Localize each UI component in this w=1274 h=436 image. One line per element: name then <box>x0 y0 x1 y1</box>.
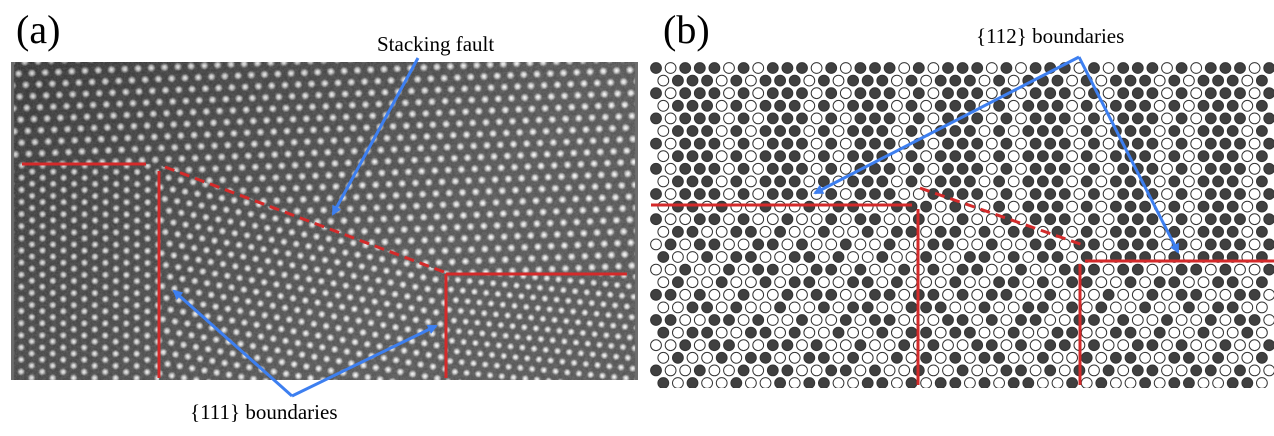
stacking-fault-line-model <box>920 188 1083 245</box>
boundary-111-arrow-right <box>292 326 436 396</box>
stacking-fault-arrow <box>333 58 418 214</box>
boundary-112-arrow-left <box>815 57 1079 193</box>
stacking-fault-line <box>165 167 444 272</box>
boundary-111-arrow-left <box>174 291 292 396</box>
boundary-112-arrow-right <box>1079 57 1178 252</box>
